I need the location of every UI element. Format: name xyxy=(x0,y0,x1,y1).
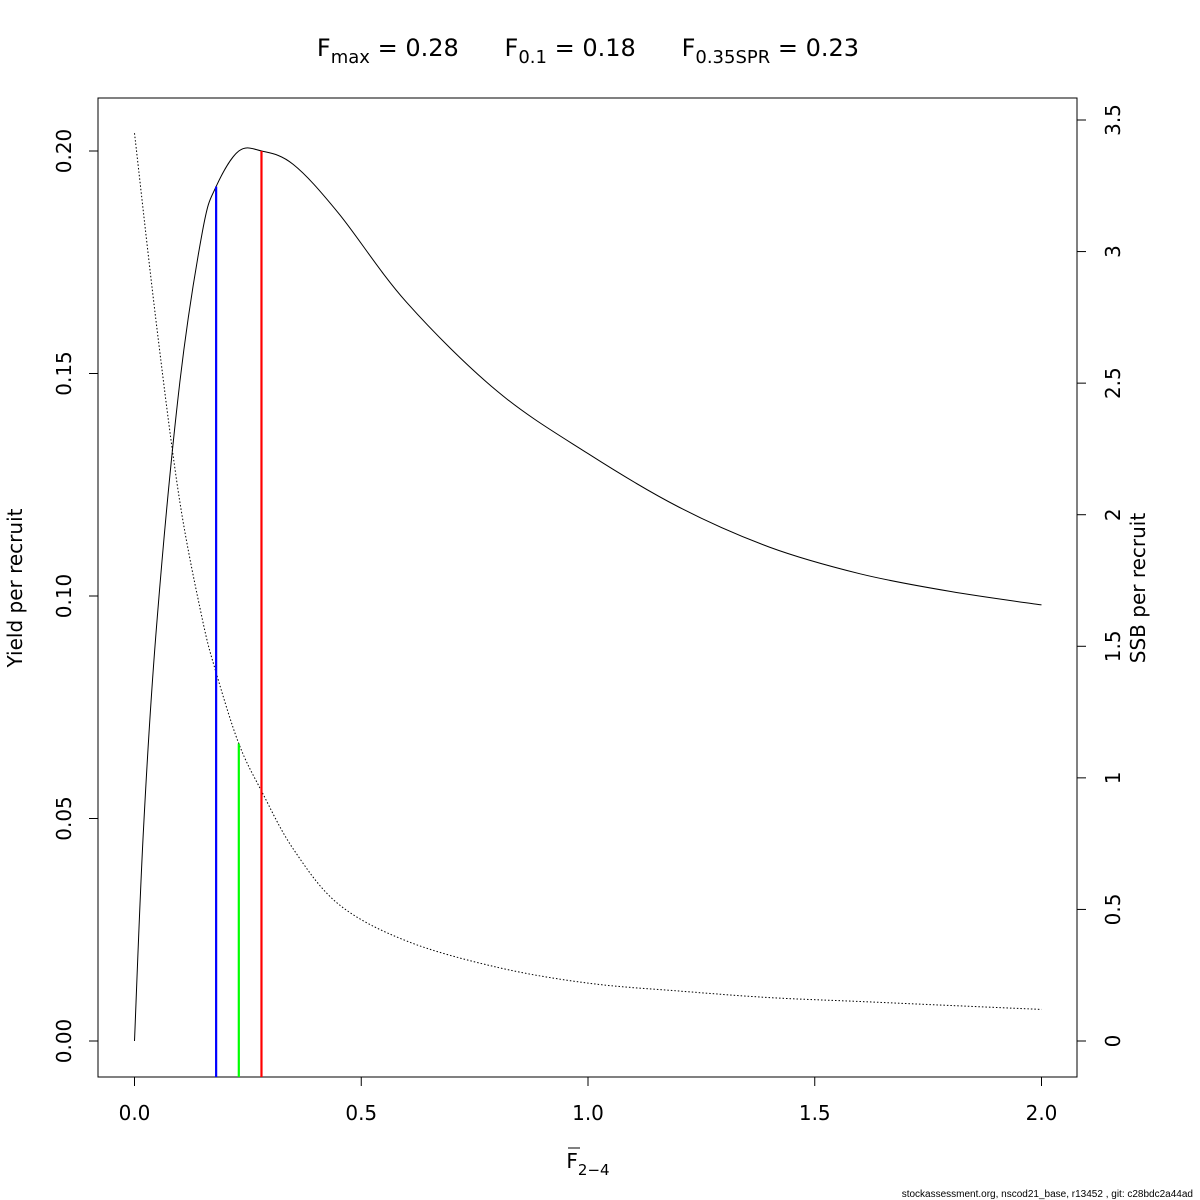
title-part-2-base: F xyxy=(682,34,696,62)
x-axis-label-subscript: 2−4 xyxy=(578,1161,610,1179)
y-right-tick-label: 1.5 xyxy=(1101,630,1125,662)
y-right-tick-label: 3 xyxy=(1101,245,1125,258)
y-tick-label: 0.20 xyxy=(52,129,76,174)
y-right-tick-label: 0 xyxy=(1101,1035,1125,1048)
y-right-tick-label: 2.5 xyxy=(1101,367,1125,399)
series-layer xyxy=(134,133,1042,1042)
x-tick-label: 0.0 xyxy=(119,1101,151,1125)
y-tick-label: 0.15 xyxy=(52,351,76,396)
title-part-1-base: F xyxy=(505,34,519,62)
ypr-curve xyxy=(134,147,1042,1042)
x-axis-label-base: F xyxy=(566,1149,578,1173)
title-part-2-value: = 0.23 xyxy=(770,34,859,62)
x-axis-label: F2−4 xyxy=(566,1149,609,1179)
y-right-tick-label: 2 xyxy=(1101,508,1125,521)
y-axis-right-label: SSB per recruit xyxy=(1126,513,1150,664)
title-part-2-subscript: 0.35SPR xyxy=(695,47,770,68)
y-right-tick-label: 0.5 xyxy=(1101,894,1125,926)
chart-title: Fmax = 0.28 F0.1 = 0.18 F0.35SPR = 0.23 xyxy=(317,34,859,68)
x-tick-label: 0.5 xyxy=(345,1101,377,1125)
y-right-tick-label: 3.5 xyxy=(1101,104,1125,136)
y-axis-label: Yield per recruit xyxy=(3,508,27,668)
y-tick-label: 0.05 xyxy=(52,796,76,841)
y-tick-label: 0.10 xyxy=(52,574,76,619)
spr-curve xyxy=(134,133,1042,1010)
y-right-tick-label: 1 xyxy=(1101,771,1125,784)
x-tick-label: 2.0 xyxy=(1026,1101,1058,1125)
x-axis: 0.0 0.5 1.0 1.5 2.0 xyxy=(119,1077,1058,1125)
y-tick-label: 0.00 xyxy=(52,1019,76,1064)
title-part-0-base: F xyxy=(317,34,331,62)
footer-note: stockassessment.org, nscod21_base, r1345… xyxy=(902,1189,1193,1200)
y-axis-left: 0.00 0.05 0.10 0.15 0.20 xyxy=(52,129,98,1064)
reference-lines xyxy=(215,151,263,1077)
x-tick-label: 1.5 xyxy=(799,1101,831,1125)
title-part-0-value: = 0.28 xyxy=(370,34,505,62)
title-part-1-subscript: 0.1 xyxy=(518,47,547,68)
title-part-1-value: = 0.18 xyxy=(547,34,682,62)
x-tick-label: 1.0 xyxy=(572,1101,604,1125)
title-part-0-subscript: max xyxy=(331,47,371,68)
y-axis-right: 0 0.5 1 1.5 2 2.5 3 3.5 xyxy=(1077,104,1125,1047)
